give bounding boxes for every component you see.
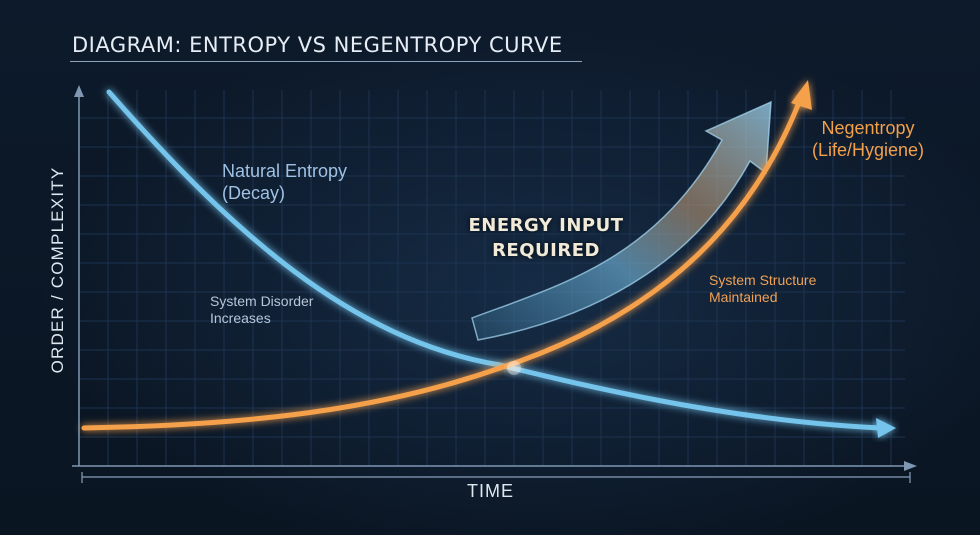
negentropy-curve [81,80,812,431]
diagram-title: DIAGRAM: ENTROPY VS NEGENTROPY CURVE [72,33,563,57]
y-axis-label: ORDER / COMPLEXITY [48,166,67,374]
energy-input-line2: REQUIRED [492,240,600,261]
disorder-note-line1: System Disorder [210,293,314,309]
negentropy-label: Negentropy (Life/Hygiene) [805,117,931,161]
structure-note-line2: Maintained [709,289,778,305]
energy-input-label: ENERGY INPUT REQUIRED [446,213,646,263]
negentropy-label-line2: (Life/Hygiene) [811,140,925,160]
disorder-note-line2: Increases [210,310,271,326]
title-underline [70,61,582,62]
energy-input-arrow [471,100,772,341]
time-bracket [81,472,911,483]
structure-note: System Structure Maintained [709,272,816,306]
negentropy-arrowhead-icon [791,80,812,110]
y-axis [74,85,84,466]
negentropy-label-line1: Negentropy [821,118,915,138]
x-axis-arrow-icon [904,461,917,471]
entropy-label: Natural Entropy (Decay) [222,160,347,204]
structure-note-line1: System Structure [709,272,817,288]
x-axis [72,461,917,471]
x-axis-label: TIME [467,481,514,501]
energy-input-line1: ENERGY INPUT [468,215,624,236]
entropy-label-line2: (Decay) [222,183,286,203]
entropy-label-line1: Natural Entropy [222,161,348,181]
y-axis-arrow-icon [74,85,84,97]
entropy-arrowhead-icon [876,418,896,438]
entropy-curve [106,89,896,438]
curve-intersection [507,361,521,375]
disorder-note: System Disorder Increases [210,293,313,327]
